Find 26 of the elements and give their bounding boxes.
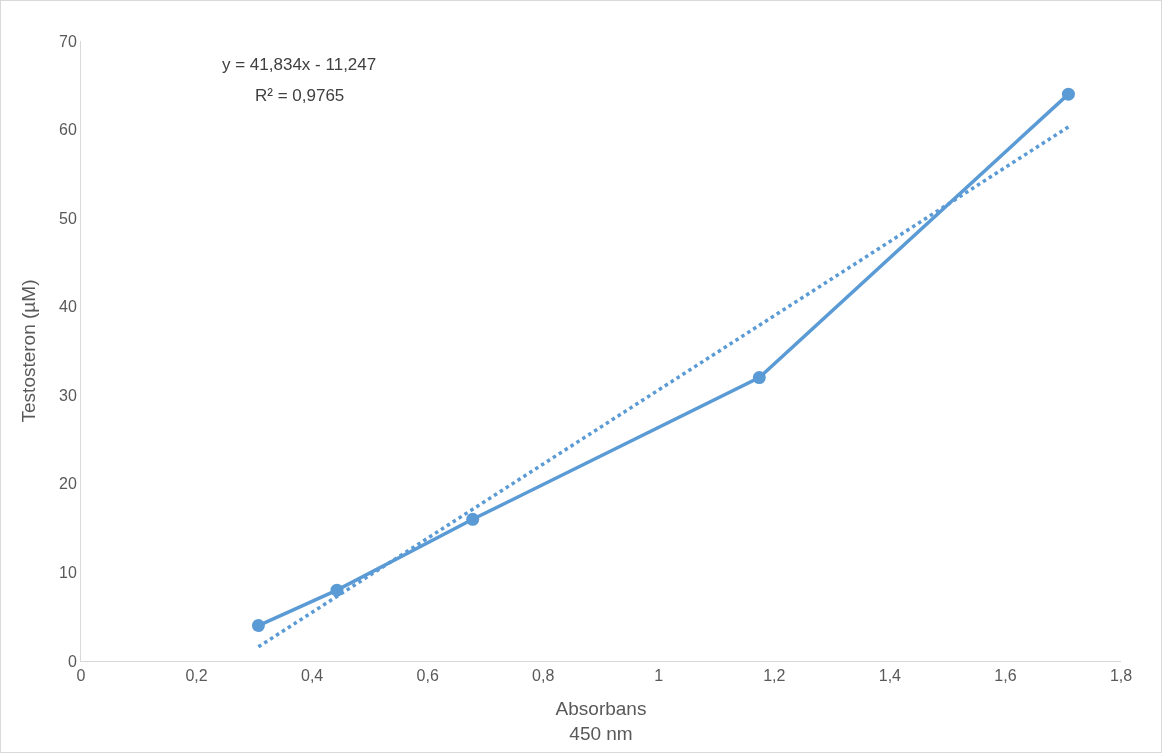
x-tick-label: 1 bbox=[654, 667, 664, 685]
x-axis-title: Absorbans 450 nm bbox=[555, 698, 647, 744]
point bbox=[466, 512, 480, 526]
y-tick-label: 70 bbox=[59, 32, 77, 50]
annotation: y = 41,834x - 11,247 bbox=[222, 55, 377, 74]
x-tick-label: 1,4 bbox=[878, 667, 902, 685]
x-tick-label: 1,6 bbox=[994, 667, 1017, 685]
y-tick-label: 40 bbox=[59, 298, 77, 316]
point bbox=[1061, 87, 1075, 101]
y-tick-label: 20 bbox=[59, 475, 77, 493]
x-tick-label: 0,8 bbox=[532, 667, 555, 685]
x-tick-label: 1,2 bbox=[763, 667, 786, 685]
x-tick-label: 0,2 bbox=[185, 667, 208, 685]
y-tick-label: 50 bbox=[59, 209, 77, 227]
y-tick-label: 10 bbox=[59, 564, 77, 582]
x-tick-label: 0,4 bbox=[300, 667, 324, 685]
x-tick-label: 0,6 bbox=[416, 667, 439, 685]
point bbox=[752, 371, 766, 385]
point bbox=[251, 619, 265, 633]
y-tick-label: 0 bbox=[67, 652, 77, 670]
y-tick-label: 30 bbox=[59, 386, 77, 404]
y-tick-label: 60 bbox=[59, 121, 77, 139]
x-tick-label: 1,8 bbox=[1109, 667, 1133, 685]
y-axis-title: Testosteron (µM) bbox=[17, 279, 39, 423]
annotation: R² = 0,9765 bbox=[255, 86, 345, 105]
point bbox=[330, 583, 344, 597]
